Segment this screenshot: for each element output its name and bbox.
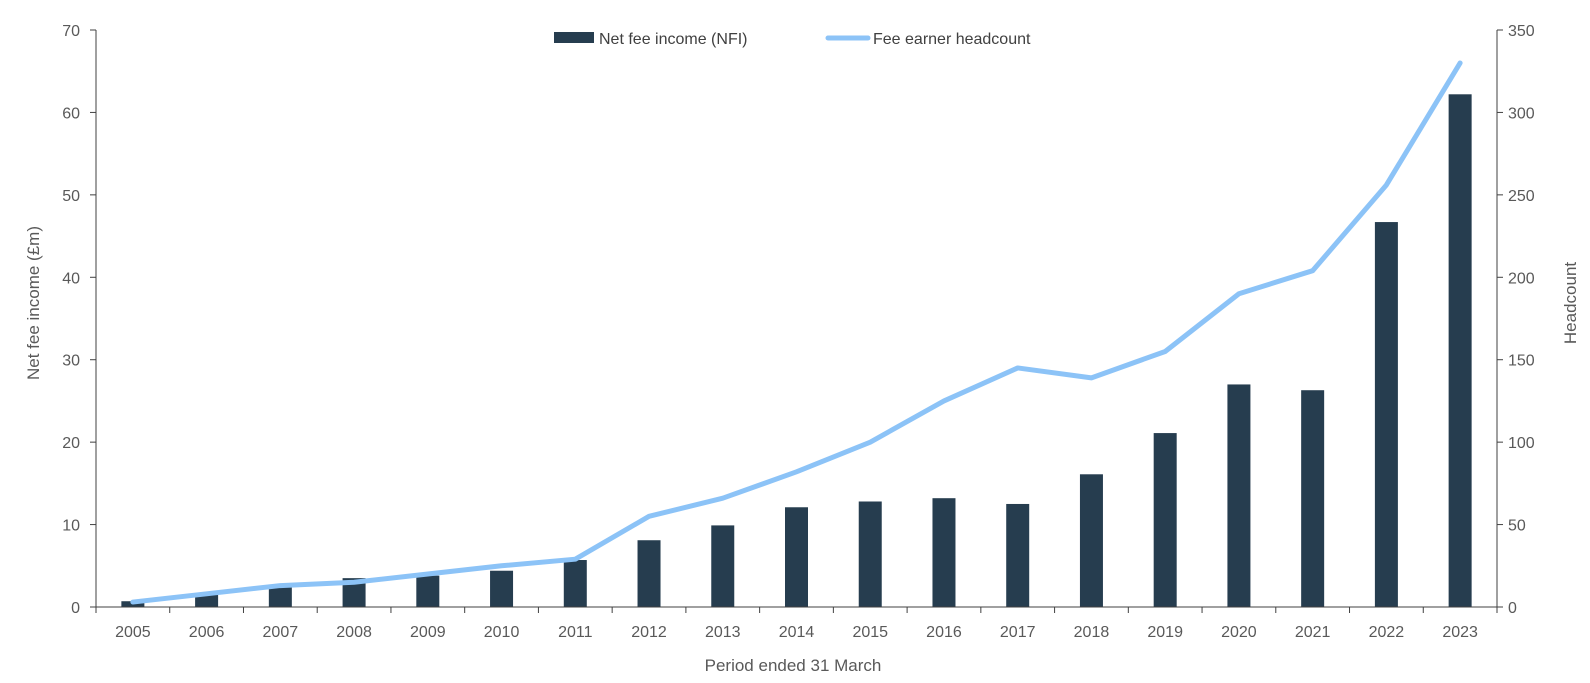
y2-axis-title: Headcount: [1561, 262, 1580, 345]
point-headcount-2019: [1164, 350, 1166, 352]
legend-item-headcount: Fee earner headcount: [825, 31, 1031, 48]
bar-nfi-2012: [637, 540, 661, 607]
nfi-bars: [121, 94, 1472, 607]
point-headcount-2011: [574, 558, 576, 560]
bar-nfi-2010: [490, 570, 514, 607]
bar-nfi-2007: [268, 586, 292, 607]
bar-nfi-2009: [416, 575, 440, 607]
x-tick-label-2014: 2014: [779, 624, 815, 641]
y-tick-label: 50: [62, 188, 80, 205]
point-headcount-2018: [1090, 377, 1092, 379]
point-headcount-2012: [648, 515, 650, 517]
point-headcount-2014: [796, 471, 797, 473]
y2-tick-label: 250: [1508, 188, 1535, 205]
x-tick-label-2015: 2015: [852, 624, 888, 641]
y2-tick-label: 300: [1508, 105, 1535, 122]
bar-nfi-2023: [1448, 94, 1472, 607]
y-tick-label: 0: [71, 600, 80, 617]
x-tick-label-2009: 2009: [410, 624, 446, 641]
x-tick-label-2013: 2013: [705, 624, 741, 641]
bar-nfi-2014: [785, 507, 808, 607]
y-tick-label: 30: [62, 353, 80, 370]
y-tick-label: 40: [62, 270, 80, 287]
point-headcount-2023: [1459, 62, 1461, 64]
bar-nfi-2015: [858, 501, 882, 607]
point-headcount-2022: [1385, 184, 1387, 186]
point-headcount-2016: [943, 400, 945, 402]
bar-nfi-2019: [1153, 433, 1177, 607]
bar-nfi-2021: [1301, 390, 1325, 607]
x-tick-label-2022: 2022: [1369, 624, 1405, 641]
point-headcount-2006: [206, 593, 208, 595]
legend-swatch-nfi: [554, 32, 594, 43]
point-headcount-2017: [1017, 367, 1019, 369]
axes: 0 10 20 30 40 50 60 70 0 50 100 150 200 250 300 350 2005…: [62, 23, 1535, 641]
y-axis-title: Net fee income (£m): [24, 226, 43, 380]
point-headcount-2015: [869, 441, 871, 443]
point-headcount-2020: [1238, 293, 1240, 295]
x-tick-label-2020: 2020: [1221, 624, 1257, 641]
x-tick-label-2012: 2012: [631, 624, 667, 641]
bar-nfi-2022: [1374, 222, 1398, 607]
point-headcount-2007: [279, 585, 281, 587]
legend-label-headcount: Fee earner headcount: [873, 31, 1031, 48]
x-tick-label-2010: 2010: [484, 624, 520, 641]
y2-tick-label: 350: [1508, 23, 1535, 40]
bar-nfi-2020: [1227, 384, 1251, 607]
y-tick-label: 10: [62, 518, 80, 535]
x-tick-label-2021: 2021: [1295, 624, 1331, 641]
y-tick-label: 60: [62, 105, 80, 122]
point-headcount-2009: [427, 573, 429, 575]
bar-nfi-2016: [932, 498, 956, 607]
x-tick-label-2011: 2011: [558, 624, 593, 641]
y2-tick-label: 0: [1508, 600, 1517, 617]
y2-tick-label: 100: [1508, 435, 1535, 452]
legend: Net fee income (NFI) Fee earner headcoun…: [554, 31, 1031, 48]
x-axis-title: Period ended 31 March: [705, 656, 882, 675]
x-tick-label-2017: 2017: [1000, 624, 1036, 641]
y2-tick-label: 50: [1508, 518, 1526, 535]
point-headcount-2010: [501, 565, 503, 567]
point-headcount-2005: [132, 601, 134, 603]
y2-tick-label: 200: [1508, 270, 1535, 287]
point-headcount-2008: [353, 581, 355, 583]
x-tick-label-2005: 2005: [115, 624, 151, 641]
point-headcount-2021: [1312, 270, 1314, 272]
y-tick-label: 20: [62, 435, 80, 452]
bar-nfi-2013: [711, 525, 735, 607]
y-tick-label: 70: [62, 23, 80, 40]
legend-item-nfi: Net fee income (NFI): [554, 31, 747, 48]
point-headcount-2013: [722, 497, 724, 499]
x-tick-label-2016: 2016: [926, 624, 962, 641]
legend-label-nfi: Net fee income (NFI): [599, 31, 747, 48]
bar-nfi-2018: [1079, 474, 1103, 607]
x-tick-label-2019: 2019: [1147, 624, 1183, 641]
bar-nfi-2006: [195, 594, 219, 607]
bar-nfi-2008: [342, 578, 366, 607]
x-tick-label-2008: 2008: [336, 624, 372, 641]
x-tick-label-2007: 2007: [263, 624, 299, 641]
x-tick-label-2018: 2018: [1074, 624, 1110, 641]
x-tick-label-2006: 2006: [189, 624, 225, 641]
x-tick-label-2023: 2023: [1442, 624, 1478, 641]
y2-tick-label: 150: [1508, 353, 1535, 370]
headcount-line-layer: [130, 60, 1463, 605]
bar-nfi-2017: [1006, 503, 1030, 607]
bar-nfi-2011: [563, 560, 587, 607]
